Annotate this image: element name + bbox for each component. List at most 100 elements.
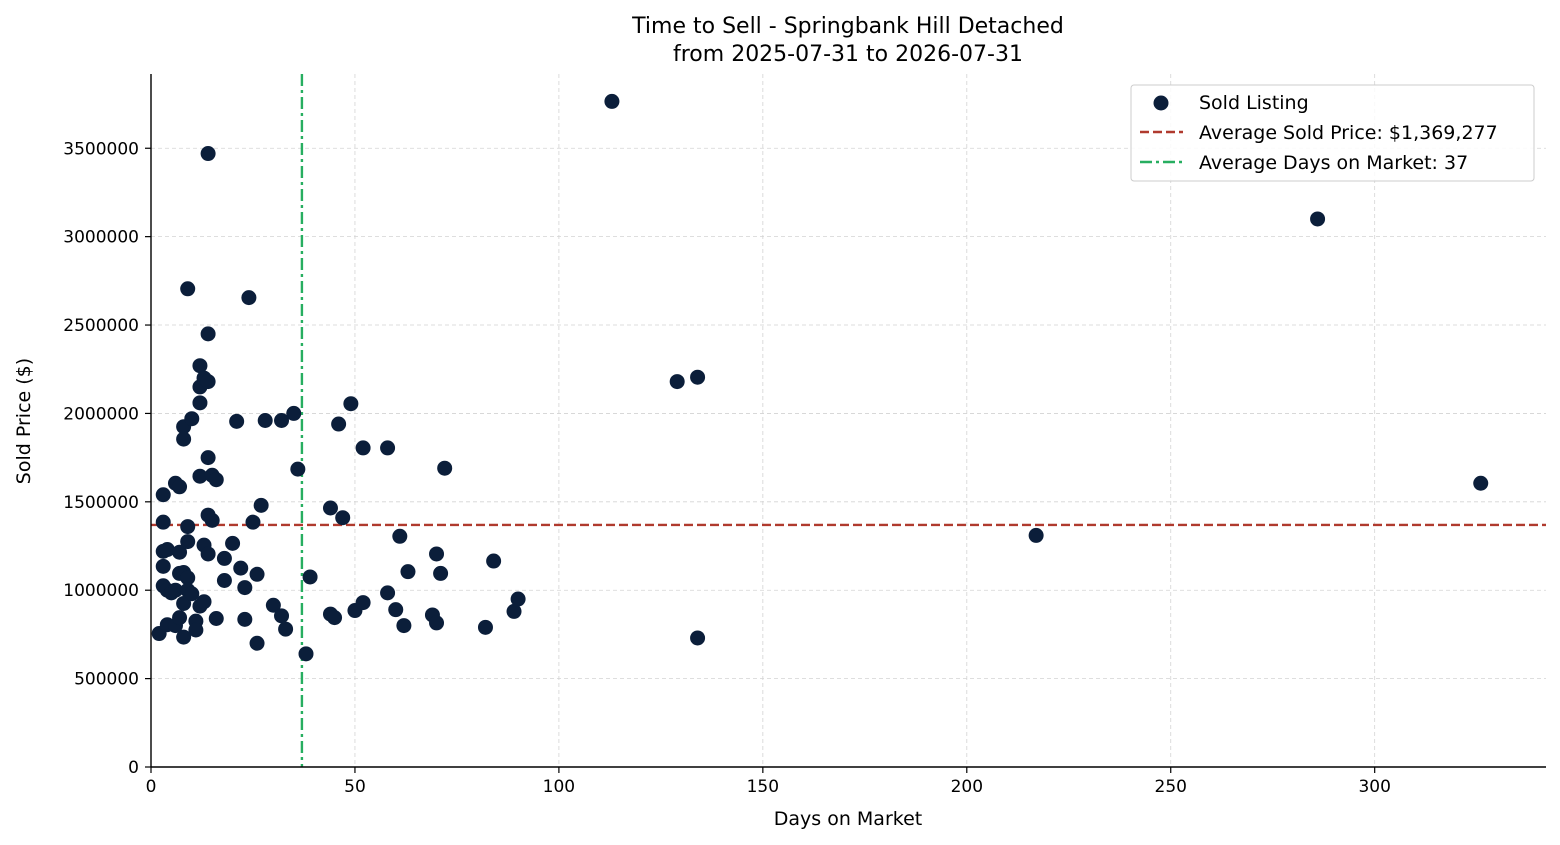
data-point: [172, 610, 188, 626]
data-point: [176, 431, 192, 447]
data-point: [506, 603, 522, 619]
data-point: [477, 619, 493, 635]
data-point: [180, 570, 196, 586]
x-tick-label: 200: [951, 777, 983, 797]
data-point: [380, 585, 396, 601]
data-point: [180, 281, 196, 297]
data-point: [265, 597, 281, 613]
data-point: [690, 630, 706, 646]
data-point: [253, 497, 269, 513]
data-point: [200, 450, 216, 466]
data-point: [429, 615, 445, 631]
chart-subtitle: from 2025-07-31 to 2026-07-31: [673, 42, 1023, 67]
data-point: [155, 487, 171, 503]
data-point: [200, 374, 216, 390]
data-point: [249, 635, 265, 651]
data-point: [343, 396, 359, 412]
data-point: [274, 413, 290, 428]
data-point: [192, 468, 208, 484]
y-tick-label: 2000000: [63, 404, 139, 424]
data-point: [400, 564, 416, 580]
y-tick-label: 2500000: [63, 316, 139, 336]
grid-lines: [151, 74, 1546, 767]
legend-label-avg-price: Average Sold Price: $1,369,277: [1199, 122, 1498, 144]
data-point: [1028, 527, 1044, 543]
data-point: [486, 553, 502, 569]
data-point: [184, 586, 200, 602]
data-point: [176, 629, 192, 645]
data-point: [510, 591, 526, 607]
data-point: [184, 411, 200, 427]
x-tick-label: 300: [1358, 777, 1390, 797]
data-point: [200, 326, 216, 342]
y-tick-label: 1500000: [63, 493, 139, 513]
data-point: [200, 546, 216, 562]
x-axis-ticks: 0 50 100 150 200 250 300: [146, 767, 1391, 797]
data-point: [1473, 475, 1489, 491]
data-point: [1310, 211, 1326, 227]
data-point: [180, 534, 196, 550]
data-point: [669, 374, 685, 390]
data-point: [233, 560, 249, 576]
y-axis-ticks: 0 500000 1000000 1500000 2000000 2500000 30000…: [63, 139, 151, 778]
data-point: [167, 582, 183, 598]
data-point: [225, 535, 241, 551]
data-point: [208, 472, 224, 488]
data-point: [241, 290, 257, 306]
x-tick-label: 0: [146, 777, 157, 797]
legend-label-sold-listing: Sold Listing: [1199, 92, 1309, 114]
data-point: [298, 646, 314, 662]
data-point: [155, 514, 171, 530]
data-point: [200, 146, 216, 162]
data-point: [331, 416, 347, 432]
data-point: [322, 500, 338, 516]
data-point: [229, 413, 245, 429]
data-point: [437, 460, 453, 476]
data-point: [192, 395, 208, 411]
data-point: [355, 595, 371, 611]
legend: Sold Listing Average Sold Price: $1,369,…: [1130, 84, 1535, 182]
data-point: [208, 611, 224, 626]
data-point: [216, 572, 232, 588]
y-tick-label: 0: [128, 758, 139, 778]
y-axis-label: Sold Price ($): [13, 358, 35, 484]
y-tick-label: 3500000: [63, 139, 139, 159]
data-point: [396, 618, 412, 634]
data-point: [302, 569, 318, 585]
chart-title: Time to Sell - Springbank Hill Detached: [631, 14, 1064, 39]
data-point: [188, 622, 204, 638]
data-point: [335, 510, 351, 526]
data-point: [196, 594, 212, 610]
data-point: [155, 558, 171, 574]
data-point: [257, 413, 273, 428]
data-point: [180, 519, 196, 535]
data-point: [237, 611, 253, 627]
data-point: [245, 514, 261, 530]
data-point: [237, 580, 253, 596]
data-point: [172, 479, 188, 495]
y-tick-label: 500000: [74, 670, 139, 690]
data-point: [327, 610, 343, 626]
data-point: [604, 93, 620, 109]
axes: [150, 74, 1546, 768]
data-point: [429, 546, 445, 562]
data-point: [388, 602, 404, 618]
legend-label-avg-days: Average Days on Market: 37: [1199, 152, 1468, 174]
data-point: [286, 405, 302, 421]
data-points: [151, 93, 1489, 662]
data-point: [290, 461, 306, 477]
data-point: [159, 542, 175, 558]
x-tick-label: 150: [747, 777, 779, 797]
data-point: [392, 528, 408, 544]
data-point: [274, 608, 290, 624]
data-point: [249, 566, 265, 582]
data-point: [204, 512, 220, 528]
data-point: [278, 621, 294, 637]
data-point: [172, 544, 188, 560]
legend-box: [1130, 84, 1535, 182]
x-tick-label: 50: [344, 777, 366, 797]
data-point: [355, 440, 371, 456]
data-point: [433, 565, 449, 581]
data-point: [690, 369, 706, 385]
